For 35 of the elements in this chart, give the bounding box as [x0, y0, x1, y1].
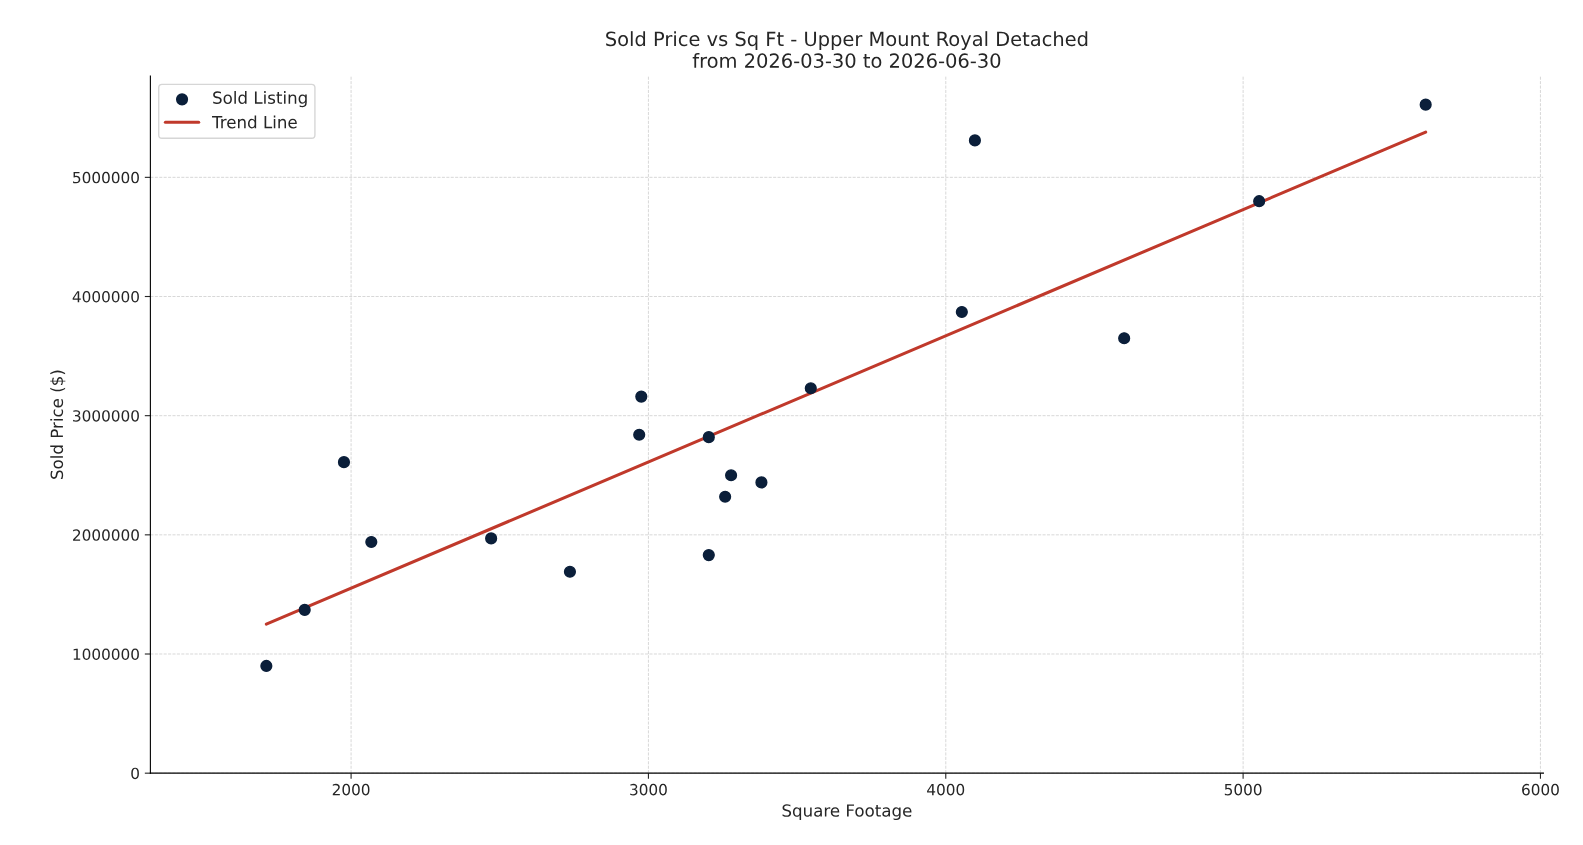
point — [1118, 332, 1131, 345]
point — [563, 565, 577, 578]
chart-title: Sold Price vs Sq Ft - Upper Mount Royal Detached from 2026-03-30 to 2026-06-30 — [606, 31, 1088, 68]
point — [485, 532, 498, 545]
y-tick-label: 3000000 — [73, 410, 139, 422]
point — [755, 476, 768, 489]
point — [955, 305, 968, 319]
x-axis-title: Square Footage — [782, 804, 912, 821]
point — [804, 382, 817, 395]
point — [702, 431, 715, 444]
point — [260, 659, 273, 672]
point — [337, 456, 351, 469]
point — [725, 469, 738, 482]
point — [298, 603, 311, 616]
x-tick-label: 6000 — [1522, 783, 1559, 796]
y-tick-label: 0 — [131, 767, 139, 780]
y-tick-label: 1000000 — [73, 648, 139, 661]
point — [1253, 195, 1266, 208]
legend-label: Trend Line — [212, 115, 297, 129]
y-tick-label: 2000000 — [73, 529, 139, 541]
point — [719, 490, 732, 503]
point — [633, 428, 646, 441]
point — [635, 390, 648, 403]
legend-label: Sold Listing — [213, 91, 307, 108]
x-tick-label: 5000 — [1224, 783, 1262, 796]
point — [1419, 98, 1432, 111]
point — [702, 549, 715, 562]
x-tick-label: 2000 — [332, 783, 370, 796]
y-axis-title: Sold Price ($) — [50, 370, 66, 479]
y-tick-label: 4000000 — [72, 290, 139, 303]
point — [365, 535, 378, 549]
x-tick-label: 3000 — [630, 783, 667, 796]
x-tick-label: 4000 — [927, 783, 965, 796]
y-tick-label: 5000000 — [73, 171, 139, 184]
point — [968, 134, 981, 147]
